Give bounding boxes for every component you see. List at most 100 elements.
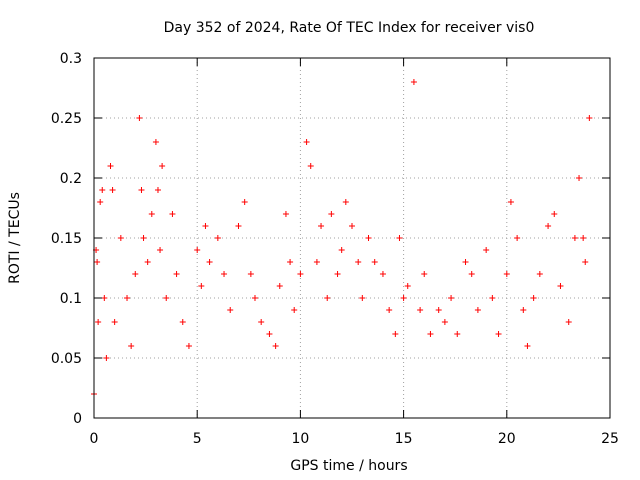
- data-point: [140, 235, 147, 241]
- data-point: [247, 271, 254, 277]
- data-point: [318, 223, 325, 229]
- data-point: [545, 223, 552, 229]
- data-point: [117, 235, 124, 241]
- chart-title: Day 352 of 2024, Rate Of TEC Index for r…: [164, 20, 535, 36]
- y-tick-label: 0.3: [60, 51, 82, 67]
- data-point: [94, 259, 101, 265]
- data-point: [324, 295, 331, 301]
- data-point: [103, 355, 110, 361]
- data-point: [582, 259, 589, 265]
- data-point: [565, 319, 572, 325]
- data-point: [148, 211, 155, 217]
- x-tick-label: 5: [193, 431, 202, 447]
- y-axis-label: ROTI / TECUs: [7, 192, 23, 284]
- data-point: [144, 259, 151, 265]
- data-point: [206, 259, 213, 265]
- data-point: [435, 307, 442, 313]
- grid: [94, 58, 610, 418]
- data-point: [138, 187, 145, 193]
- data-point: [495, 331, 502, 337]
- data-point: [194, 247, 201, 253]
- data-point: [109, 187, 116, 193]
- x-tick-label: 20: [498, 431, 516, 447]
- data-point: [580, 235, 587, 241]
- data-point: [266, 331, 273, 337]
- data-point: [198, 283, 205, 289]
- data-point: [185, 343, 192, 349]
- data-point: [386, 307, 393, 313]
- data-point: [503, 271, 510, 277]
- y-tick-label: 0: [73, 411, 82, 427]
- data-point: [536, 271, 543, 277]
- data-point: [313, 259, 320, 265]
- data-point: [474, 307, 481, 313]
- data-point: [227, 307, 234, 313]
- data-point: [241, 199, 248, 205]
- data-point: [258, 319, 265, 325]
- data-point: [427, 331, 434, 337]
- data-point: [468, 271, 475, 277]
- data-point: [132, 271, 139, 277]
- data-point: [421, 271, 428, 277]
- data-point: [489, 295, 496, 301]
- data-point: [379, 271, 386, 277]
- axis-ticks: 0 5 10 15 20 25 0 0.05 0.1 0.15 0.2 0.25 0.3: [51, 51, 619, 447]
- data-point: [404, 283, 411, 289]
- data-point: [359, 295, 366, 301]
- data-point: [417, 307, 424, 313]
- data-point: [365, 235, 372, 241]
- data-point: [214, 235, 221, 241]
- data-point: [507, 199, 514, 205]
- data-point: [202, 223, 209, 229]
- data-point: [520, 307, 527, 313]
- x-tick-label: 10: [291, 431, 309, 447]
- data-point: [179, 319, 186, 325]
- data-point: [551, 211, 558, 217]
- data-point: [396, 235, 403, 241]
- y-tick-label: 0.25: [51, 111, 82, 127]
- plot-frame: [93, 57, 611, 419]
- data-point: [276, 283, 283, 289]
- data-point: [235, 223, 242, 229]
- data-point: [111, 319, 118, 325]
- data-point: [307, 163, 314, 169]
- data-point: [441, 319, 448, 325]
- y-tick-label: 0.1: [60, 291, 82, 307]
- x-tick-label: 15: [395, 431, 413, 447]
- y-tick-label: 0.15: [51, 231, 82, 247]
- data-point: [163, 295, 170, 301]
- data-point: [576, 175, 583, 181]
- data-point: [287, 259, 294, 265]
- data-point: [157, 247, 164, 253]
- data-point: [154, 187, 161, 193]
- data-point: [159, 163, 166, 169]
- data-point: [173, 271, 180, 277]
- x-tick-label: 0: [90, 431, 99, 447]
- data-point: [342, 199, 349, 205]
- data-point: [338, 247, 345, 253]
- data-point: [400, 295, 407, 301]
- data-point: [303, 139, 310, 145]
- y-tick-label: 0.05: [51, 351, 82, 367]
- data-point: [571, 235, 578, 241]
- data-point: [107, 163, 114, 169]
- data-point: [448, 295, 455, 301]
- x-tick-label: 25: [601, 431, 619, 447]
- data-point: [124, 295, 131, 301]
- data-point: [392, 331, 399, 337]
- data-point: [355, 259, 362, 265]
- data-point: [349, 223, 355, 229]
- data-point: [410, 79, 417, 85]
- y-tick-label: 0.2: [60, 171, 82, 187]
- data-point: [136, 115, 143, 121]
- data-point: [221, 271, 228, 277]
- x-axis-label: GPS time / hours: [290, 458, 407, 474]
- data-point: [152, 139, 159, 145]
- data-point: [95, 319, 102, 325]
- data-point: [334, 271, 341, 277]
- data-point: [282, 211, 289, 217]
- data-point: [524, 343, 531, 349]
- data-point: [328, 211, 335, 217]
- data-point: [297, 271, 304, 277]
